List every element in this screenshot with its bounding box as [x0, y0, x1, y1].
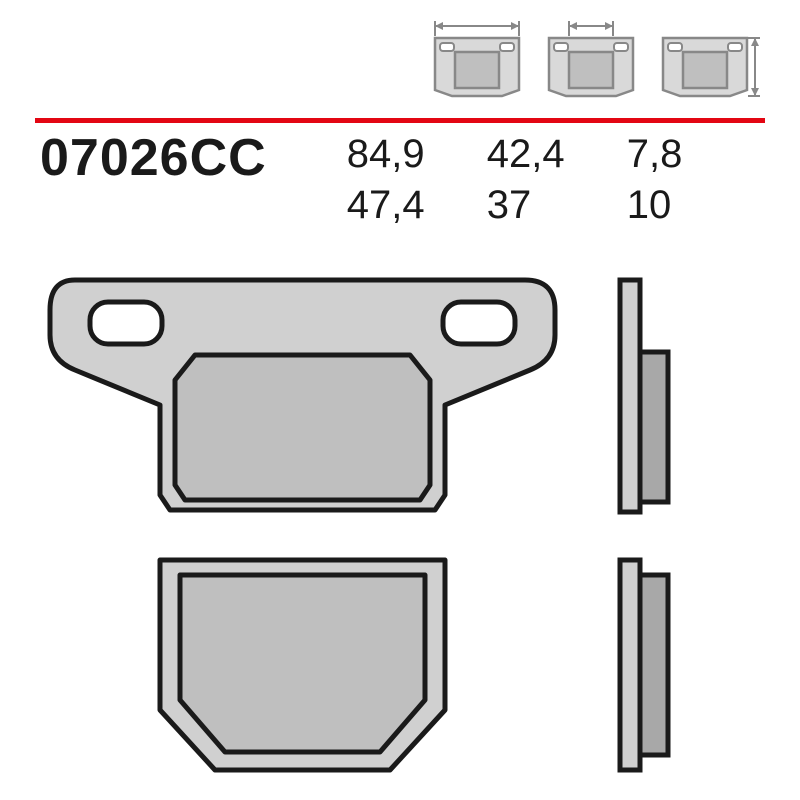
part-number: 07026CC: [40, 128, 267, 188]
dim-c1: 7,8: [627, 132, 707, 177]
dim-a1: 84,9: [347, 132, 467, 177]
dimension-A-icon: [432, 18, 522, 93]
accent-divider: [35, 110, 765, 115]
dimensions-table: 84,9 42,4 7,8 47,4 37 10: [347, 128, 707, 228]
brake-pad-drawing: [35, 260, 765, 780]
dimension-B-icon: [546, 18, 636, 93]
dim-b1: 42,4: [487, 132, 607, 177]
dimension-key-icons: [432, 18, 750, 93]
dim-a2: 47,4: [347, 183, 467, 228]
dim-b2: 37: [487, 183, 607, 228]
spec-row: 07026CC 84,9 42,4 7,8 47,4 37 10: [40, 128, 760, 228]
dim-c2: 10: [627, 183, 707, 228]
dimension-C-icon: [660, 18, 750, 93]
